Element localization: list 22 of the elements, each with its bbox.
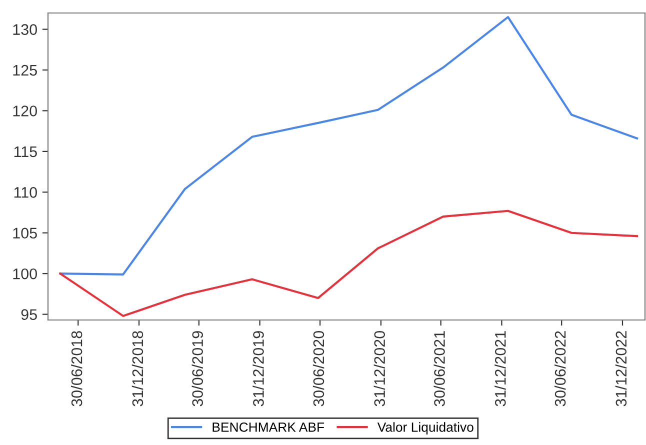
line-series — [59, 210, 638, 317]
y-tick-label: 105 — [13, 228, 37, 239]
x-tick-label: 31/12/2022 — [615, 331, 627, 406]
x-tick-label: 30/06/2019 — [192, 331, 204, 406]
y-tick-label: 120 — [13, 106, 37, 116]
y-tick-label: 110 — [14, 187, 37, 198]
x-tick-label: 31/12/2020 — [374, 331, 386, 406]
x-tick-label: 31/12/2018 — [132, 331, 144, 406]
line-series — [59, 16, 638, 276]
x-tick-label: 30/06/2020 — [312, 331, 324, 406]
x-tick-label: 30/06/2022 — [554, 331, 566, 406]
x-tick-label: 31/12/2021 — [494, 331, 506, 406]
y-tick-label: 100 — [13, 268, 37, 280]
y-tick-label: 95 — [21, 309, 37, 320]
y-tick-label: 130 — [13, 24, 37, 35]
x-tick-label: 31/12/2019 — [252, 331, 264, 406]
y-tick-label: 125 — [13, 64, 37, 76]
legend-label: Valor Liquidativo — [377, 422, 474, 434]
legend-label: BENCHMARK ABF — [212, 422, 324, 432]
x-tick-label: 30/06/2021 — [434, 331, 445, 406]
y-tick-label: 115 — [14, 146, 37, 158]
x-tick-label: 30/06/2018 — [70, 331, 82, 406]
